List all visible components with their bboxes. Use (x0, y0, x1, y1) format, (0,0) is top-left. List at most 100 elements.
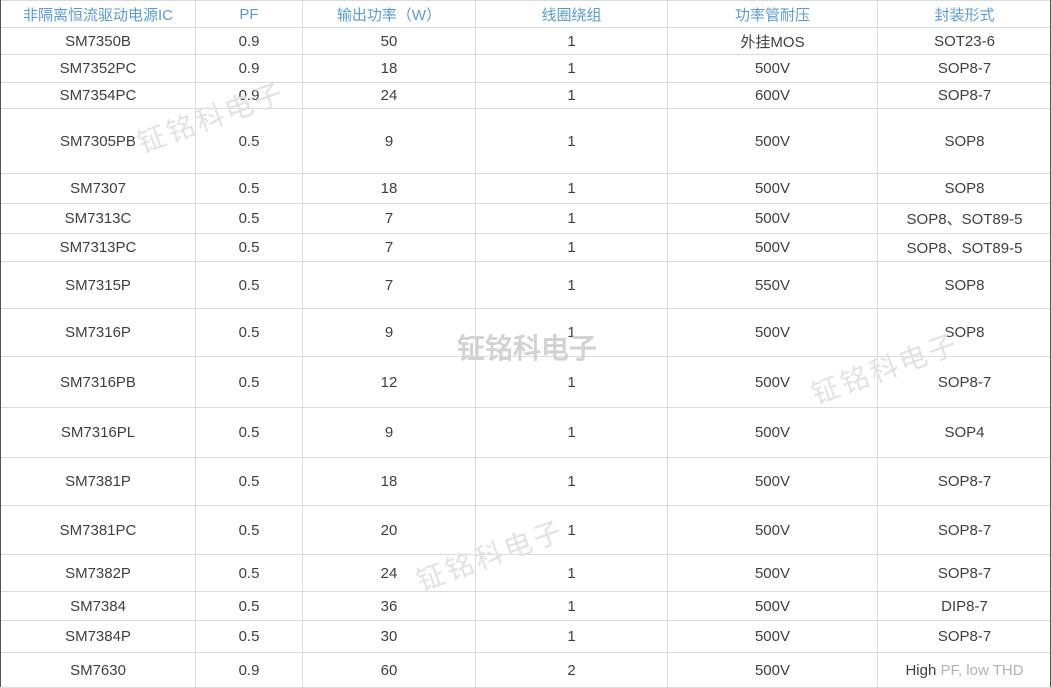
table-cell-pf: 0.9 (196, 83, 303, 109)
table-cell-voltage: 500V (668, 55, 878, 83)
table-cell-ic: SM7384P (1, 621, 196, 653)
table-cell-ic: SM7307 (1, 174, 196, 204)
table-cell-pf: 0.5 (196, 234, 303, 262)
table-cell-power: 7 (303, 204, 476, 234)
table-cell-power: 60 (303, 653, 476, 688)
table-cell-coil: 1 (476, 555, 668, 592)
table-cell-coil: 2 (476, 653, 668, 688)
table-cell-voltage: 500V (668, 234, 878, 262)
table-cell-ic: SM7316PL (1, 408, 196, 458)
table-cell-ic: SM7313PC (1, 234, 196, 262)
table-cell-package: SOP8-7 (878, 458, 1051, 506)
table-cell-package: SOP8-7 (878, 506, 1051, 555)
table-cell-coil: 1 (476, 621, 668, 653)
table-cell-voltage: 500V (668, 309, 878, 357)
table-cell-pf: 0.5 (196, 458, 303, 506)
table-cell-coil: 1 (476, 234, 668, 262)
table-cell-voltage: 500V (668, 204, 878, 234)
table-cell-power: 9 (303, 408, 476, 458)
table-cell-coil: 1 (476, 408, 668, 458)
table-cell-package: SOP8-7 (878, 55, 1051, 83)
table-cell-power: 7 (303, 262, 476, 309)
table-cell-voltage: 500V (668, 357, 878, 408)
table-cell-package: SOP8-7 (878, 621, 1051, 653)
table-cell-ic: SM7305PB (1, 109, 196, 174)
table-cell-power: 36 (303, 592, 476, 621)
table-cell-coil: 1 (476, 109, 668, 174)
table-cell-power: 7 (303, 234, 476, 262)
table-cell-ic: SM7381PC (1, 506, 196, 555)
table-cell-ic: SM7381P (1, 458, 196, 506)
table-cell-power: 9 (303, 309, 476, 357)
table-cell-pf: 0.9 (196, 55, 303, 83)
table-cell-power: 20 (303, 506, 476, 555)
table-cell-ic: SM7350B (1, 28, 196, 55)
table-cell-coil: 1 (476, 55, 668, 83)
table-cell-voltage: 500V (668, 458, 878, 506)
table-cell-package: SOP4 (878, 408, 1051, 458)
table-cell-coil: 1 (476, 592, 668, 621)
table-cell-pf: 0.9 (196, 28, 303, 55)
table-cell-package: High PF, low THD (878, 653, 1051, 688)
table-cell-voltage: 500V (668, 109, 878, 174)
table-cell-pf: 0.5 (196, 109, 303, 174)
table-cell-ic: SM7630 (1, 653, 196, 688)
table-cell-ic: SM7354PC (1, 83, 196, 109)
table-cell-coil: 1 (476, 28, 668, 55)
table-cell-pf: 0.5 (196, 506, 303, 555)
table-cell-voltage: 500V (668, 555, 878, 592)
table-cell-pf: 0.5 (196, 174, 303, 204)
column-header-power: 输出功率（W） (303, 1, 476, 28)
table-cell-package: SOP8、SOT89-5 (878, 234, 1051, 262)
table-cell-package: SOP8 (878, 309, 1051, 357)
table-cell-coil: 1 (476, 309, 668, 357)
table-cell-package: SOP8 (878, 174, 1051, 204)
table-cell-power: 50 (303, 28, 476, 55)
table-cell-coil: 1 (476, 204, 668, 234)
table-cell-ic: SM7384 (1, 592, 196, 621)
table-cell-power: 9 (303, 109, 476, 174)
table-cell-pf: 0.5 (196, 408, 303, 458)
table-cell-package: DIP8-7 (878, 592, 1051, 621)
table-cell-coil: 1 (476, 262, 668, 309)
table-cell-voltage: 500V (668, 653, 878, 688)
table-cell-pf: 0.5 (196, 555, 303, 592)
table-cell-pf: 0.5 (196, 309, 303, 357)
table-cell-voltage: 500V (668, 592, 878, 621)
table-cell-ic: SM7316P (1, 309, 196, 357)
table-cell-package: SOP8-7 (878, 357, 1051, 408)
table-cell-power: 24 (303, 555, 476, 592)
column-header-ic: 非隔离恒流驱动电源IC (1, 1, 196, 28)
table-cell-power: 24 (303, 83, 476, 109)
table-cell-power: 12 (303, 357, 476, 408)
table-cell-package: SOT23-6 (878, 28, 1051, 55)
table-cell-coil: 1 (476, 458, 668, 506)
column-header-package: 封装形式 (878, 1, 1051, 28)
table-cell-power: 18 (303, 174, 476, 204)
table-cell-voltage: 500V (668, 506, 878, 555)
table-cell-voltage: 600V (668, 83, 878, 109)
table-cell-voltage: 500V (668, 408, 878, 458)
table-cell-coil: 1 (476, 174, 668, 204)
table-cell-ic: SM7352PC (1, 55, 196, 83)
table-cell-coil: 1 (476, 506, 668, 555)
table-cell-pf: 0.5 (196, 357, 303, 408)
table-cell-package: SOP8 (878, 262, 1051, 309)
table-cell-voltage: 500V (668, 174, 878, 204)
